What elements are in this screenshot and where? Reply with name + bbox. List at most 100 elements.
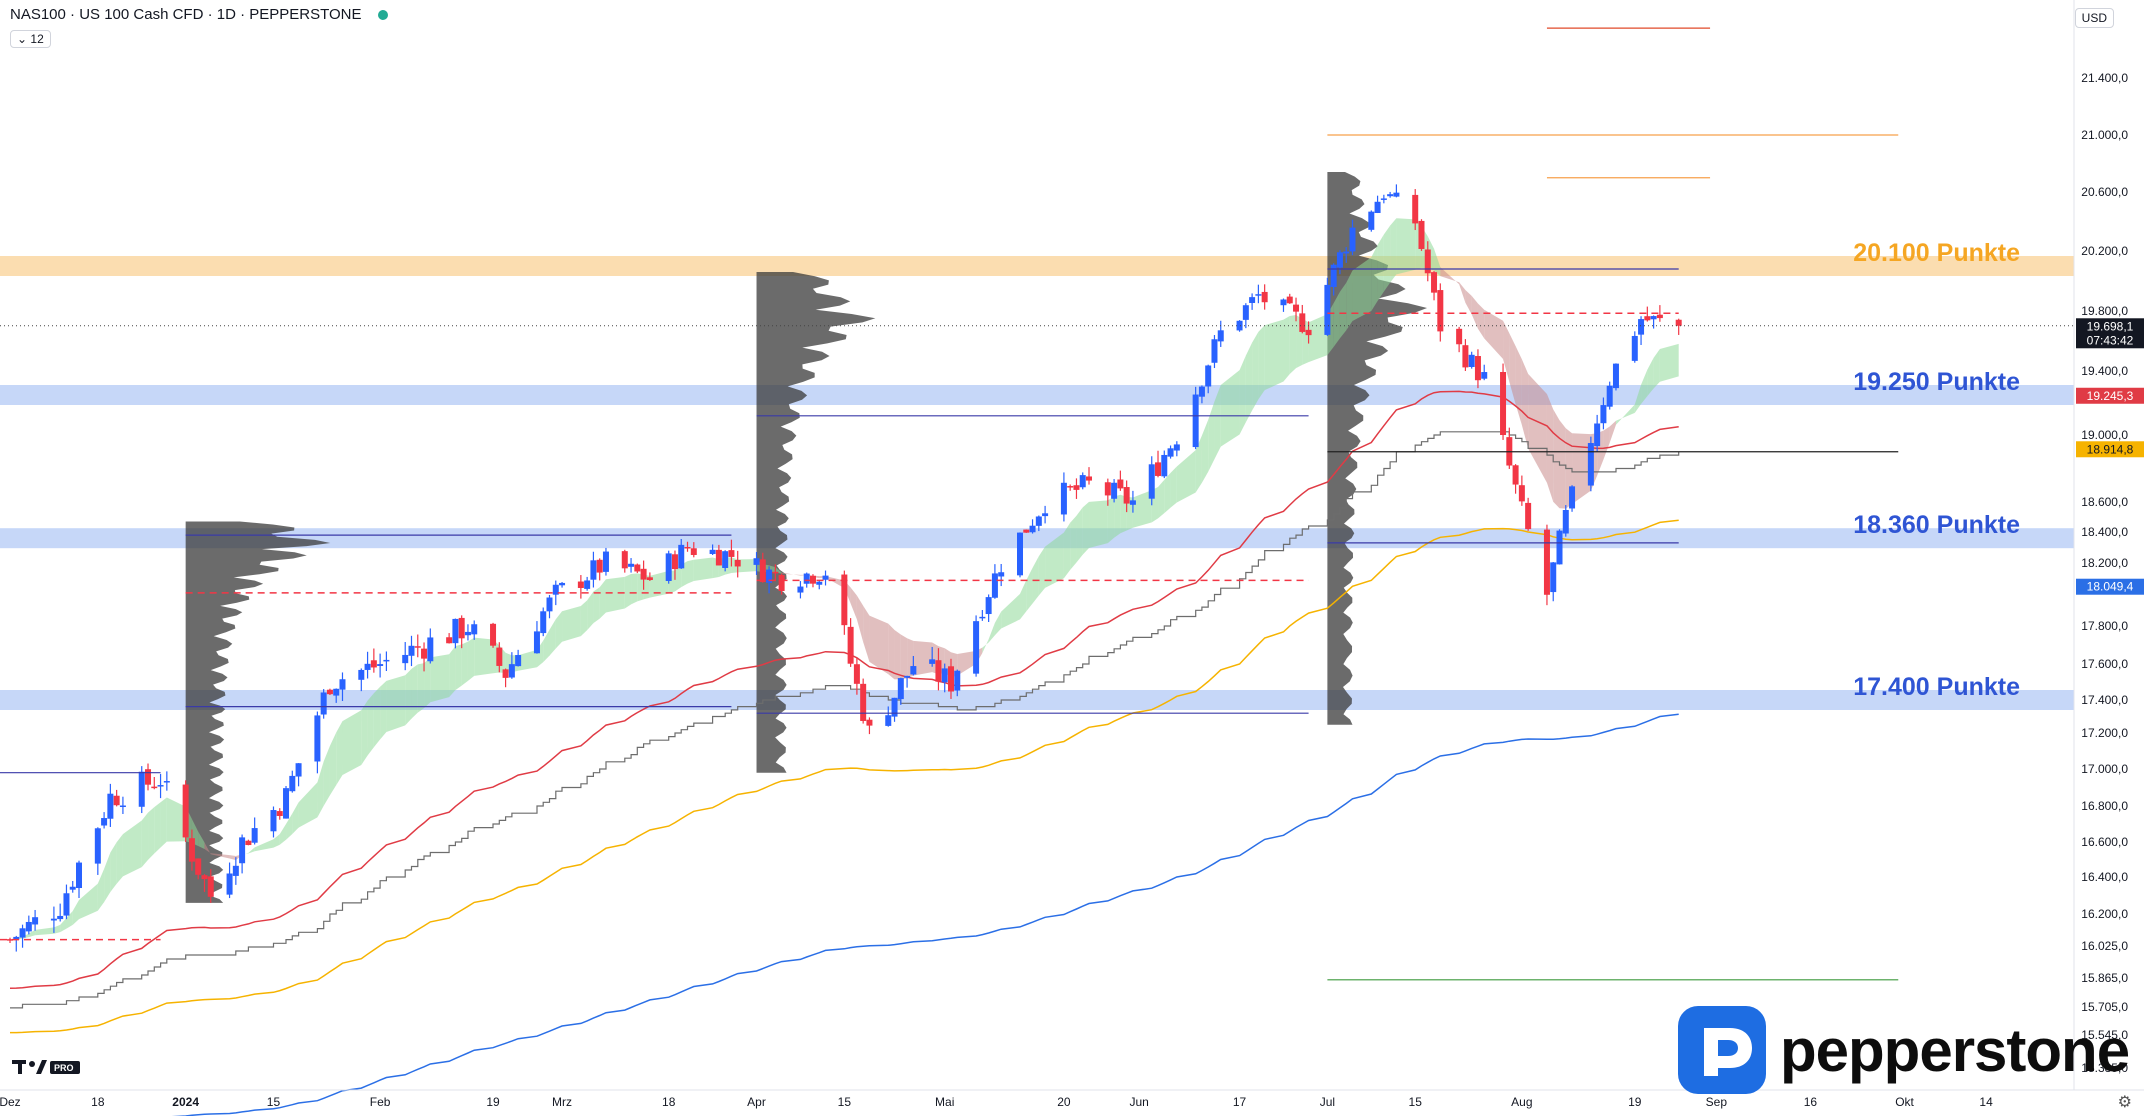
candle-body xyxy=(929,659,936,664)
ribbon-segment xyxy=(210,853,230,859)
candle xyxy=(1029,519,1036,534)
candle xyxy=(245,839,252,846)
candle-body xyxy=(722,551,729,568)
candle-body xyxy=(1017,532,1023,576)
candle-body xyxy=(163,781,170,783)
candle-body xyxy=(283,788,290,819)
candle-body xyxy=(1424,249,1431,274)
candle xyxy=(1211,335,1218,369)
candle-body xyxy=(1035,516,1042,526)
candle-body xyxy=(101,818,108,826)
ema-red-line xyxy=(9,390,1679,989)
candle xyxy=(671,550,678,580)
candle-body xyxy=(25,921,32,932)
candle xyxy=(646,572,653,581)
candle xyxy=(1525,497,1532,531)
candle xyxy=(471,620,478,640)
ribbon-segment xyxy=(154,802,161,854)
y-tick-label: 16.400,0 xyxy=(2081,870,2128,884)
candle xyxy=(759,552,766,583)
candle xyxy=(847,618,854,667)
ribbon-segment xyxy=(593,587,600,624)
price-tag xyxy=(2076,578,2144,595)
candle xyxy=(188,829,195,871)
y-tick-label: 21.400,0 xyxy=(2081,71,2128,85)
candle xyxy=(1412,189,1419,231)
candle xyxy=(63,884,70,920)
ribbon-segment xyxy=(687,559,694,584)
candle xyxy=(50,906,57,933)
ribbon-segment xyxy=(1553,409,1560,509)
ribbon-segment xyxy=(1120,494,1127,534)
candle-body xyxy=(1468,354,1475,367)
ribbon-segment xyxy=(1484,309,1504,359)
ribbon-segment xyxy=(411,664,418,719)
candle xyxy=(1192,386,1199,450)
candle xyxy=(1393,184,1400,198)
ribbon-segment xyxy=(1396,218,1416,275)
candle xyxy=(339,672,346,701)
candle-body xyxy=(690,548,697,555)
ribbon-segment xyxy=(1352,257,1372,322)
settings-gear-icon[interactable]: ⚙ xyxy=(2117,1094,2132,1111)
x-tick-label: 14 xyxy=(1979,1095,1993,1109)
ribbon-segment xyxy=(122,820,142,877)
candle-body xyxy=(19,928,26,938)
ribbon-segment xyxy=(367,693,374,756)
candle xyxy=(1474,349,1481,389)
candle xyxy=(1280,298,1287,312)
candle-body xyxy=(1368,211,1375,230)
candle xyxy=(1387,191,1394,198)
candle-body xyxy=(421,648,428,659)
ribbon-segment xyxy=(461,641,468,686)
ribbon-segment xyxy=(1647,357,1654,397)
x-tick-label: Mrz xyxy=(552,1095,572,1109)
candle-body xyxy=(885,715,892,726)
candle-body xyxy=(584,580,591,589)
level-band xyxy=(0,256,2074,276)
candle xyxy=(866,717,873,735)
candle xyxy=(1236,320,1243,332)
candle xyxy=(1349,219,1356,256)
y-tick-label: 17.000,0 xyxy=(2081,762,2128,776)
ribbon-segment xyxy=(580,600,588,637)
ribbon-segment xyxy=(28,929,36,938)
candle xyxy=(728,539,735,567)
y-tick-label: 16.800,0 xyxy=(2081,799,2128,813)
ribbon-segment xyxy=(1572,433,1591,505)
candle xyxy=(427,628,434,664)
candle-body xyxy=(841,574,848,626)
indicator-count-button[interactable]: ⌄ 12 xyxy=(10,30,51,48)
candle xyxy=(1155,450,1162,478)
candle-body xyxy=(546,597,553,612)
x-tick-label: Jul xyxy=(1320,1095,1335,1109)
ribbon-segment xyxy=(1477,303,1485,339)
ribbon-segment xyxy=(254,839,274,852)
candle xyxy=(19,924,26,948)
candle xyxy=(910,655,917,676)
ribbon-segment xyxy=(229,855,236,861)
ribbon-segment xyxy=(1089,500,1108,548)
candle xyxy=(841,570,848,635)
indicator-count: 12 xyxy=(30,32,44,46)
candle-body xyxy=(50,918,57,921)
price-tag xyxy=(2076,441,2144,458)
ribbon-segment xyxy=(1245,342,1253,423)
candle xyxy=(1305,321,1312,344)
x-tick-label: 19 xyxy=(486,1095,500,1109)
symbol-header[interactable]: NAS100 · US 100 Cash CFD · 1D · PEPPERST… xyxy=(10,6,388,23)
y-tick-label: 16.600,0 xyxy=(2081,835,2128,849)
ribbon-segment xyxy=(1528,373,1547,483)
step-line xyxy=(10,431,1680,1009)
y-tick-label: 15.545,0 xyxy=(2081,1028,2128,1042)
ribbon-segment xyxy=(1070,515,1077,570)
ribbon-segment xyxy=(1220,370,1240,447)
candle xyxy=(163,771,170,791)
candle xyxy=(722,550,729,572)
candle-body xyxy=(1512,465,1519,485)
ribbon-segment xyxy=(35,927,54,936)
ribbon-segment xyxy=(1377,234,1384,302)
candle xyxy=(1512,464,1519,494)
currency-selector[interactable]: USD xyxy=(2074,8,2114,28)
